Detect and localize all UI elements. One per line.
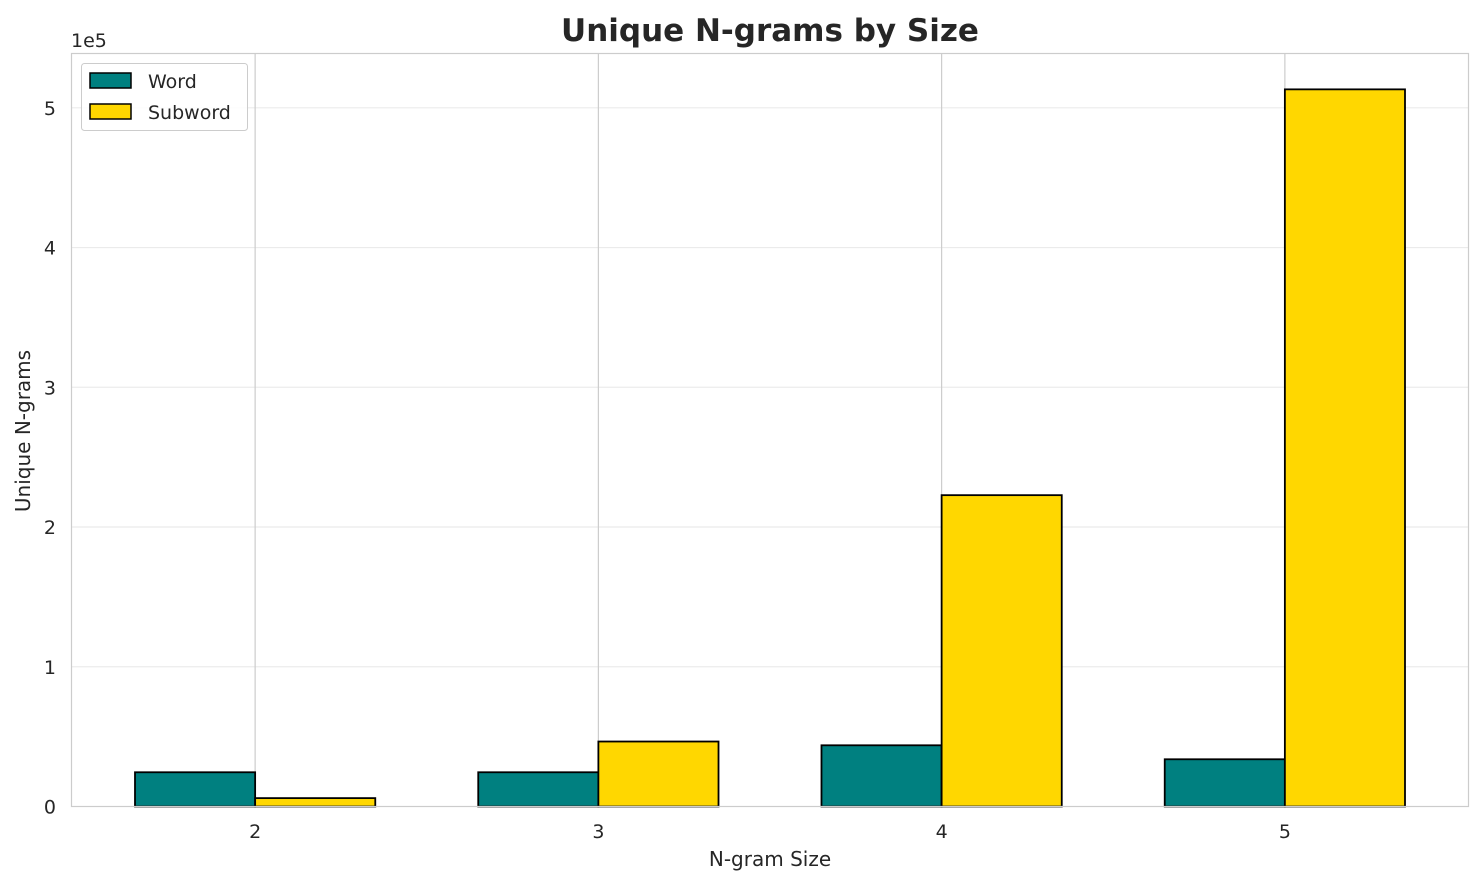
- plot-frame: [70, 52, 1470, 808]
- grid-lines: [71, 53, 1469, 807]
- tick-labels: 0 1 2 3 4 5 2 3 4 5: [44, 98, 1291, 843]
- bar-word-5: [1163, 758, 1286, 808]
- x-axis-label: N-gram Size: [709, 847, 831, 871]
- x-tick-label: 3: [592, 821, 604, 843]
- legend-label-word: Word: [148, 71, 197, 93]
- y-tick-label: 4: [44, 238, 56, 260]
- y-tick-label: 2: [44, 517, 56, 539]
- x-tick-label: 2: [249, 821, 261, 843]
- y-tick-label: 5: [44, 98, 56, 120]
- bar-subword-2: [254, 797, 377, 808]
- legend-swatch-word: [89, 72, 132, 89]
- bar-subword-3: [597, 740, 720, 808]
- y-tick-label: 0: [44, 797, 56, 819]
- bars: [134, 88, 1406, 808]
- y-axis-label: Unique N-grams: [11, 350, 35, 512]
- bar-word-2: [134, 771, 257, 808]
- x-tick-label: 5: [1279, 821, 1291, 843]
- y-tick-label: 1: [44, 657, 56, 679]
- legend: Word Subword: [81, 63, 248, 131]
- bar-word-4: [820, 744, 943, 808]
- legend-swatch-subword: [89, 103, 132, 120]
- x-tick-label: 4: [936, 821, 948, 843]
- bar-word-3: [477, 771, 600, 808]
- legend-label-subword: Subword: [148, 102, 231, 124]
- chart-title: Unique N-grams by Size: [561, 13, 979, 49]
- bar-subword-4: [940, 494, 1063, 808]
- y-offset-label: 1e5: [71, 30, 107, 52]
- y-tick-label: 3: [44, 377, 56, 399]
- bar-subword-5: [1283, 88, 1406, 808]
